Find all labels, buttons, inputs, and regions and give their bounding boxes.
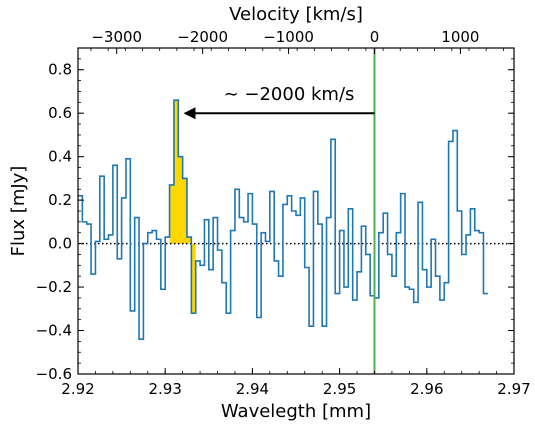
top-axis-tick-label: −2000 (177, 28, 228, 46)
velocity-offset-annotation: ∼ −2000 km/s (224, 84, 355, 105)
top-axis-label: Velocity [km/s] (229, 4, 363, 25)
x-axis-tick-label: 2.94 (236, 380, 269, 398)
spectrum-series-line (78, 99, 488, 341)
x-axis-label: Wavelegth [mm] (221, 401, 371, 422)
x-axis-tick-label: 2.92 (61, 380, 94, 398)
x-axis-tick-label: 2.97 (497, 380, 530, 398)
y-axis-tick-label: 0.8 (48, 61, 72, 79)
y-axis-tick-label: −0.2 (36, 278, 72, 296)
y-axis-tick-label: 0.2 (48, 191, 72, 209)
top-axis-tick-label: −3000 (91, 28, 142, 46)
x-axis-tick-label: 2.95 (323, 380, 356, 398)
y-axis-tick-label: 0.4 (48, 148, 72, 166)
plot-area (78, 48, 514, 374)
annotation-arrowhead (183, 107, 196, 120)
top-axis-tick-label: 1000 (441, 28, 479, 46)
x-axis-tick-label: 2.96 (410, 380, 443, 398)
y-axis-tick-label: 0.0 (48, 235, 72, 253)
y-axis-tick-label: 0.6 (48, 104, 72, 122)
y-axis-tick-label: −0.4 (36, 322, 72, 340)
y-axis-label: Flux [mJy] (8, 166, 29, 257)
y-axis-tick-label: −0.6 (36, 365, 72, 383)
highlighted-line-region (169, 100, 196, 314)
axes: 2.92 2.93 2.94 2.95 2.96 2.97 −0.6 −0.4 −0.2 0.0 0… (36, 28, 531, 398)
top-axis-tick-label: 0 (370, 28, 380, 46)
x-axis-tick-label: 2.93 (148, 380, 181, 398)
top-axis-tick-label: −1000 (263, 28, 314, 46)
